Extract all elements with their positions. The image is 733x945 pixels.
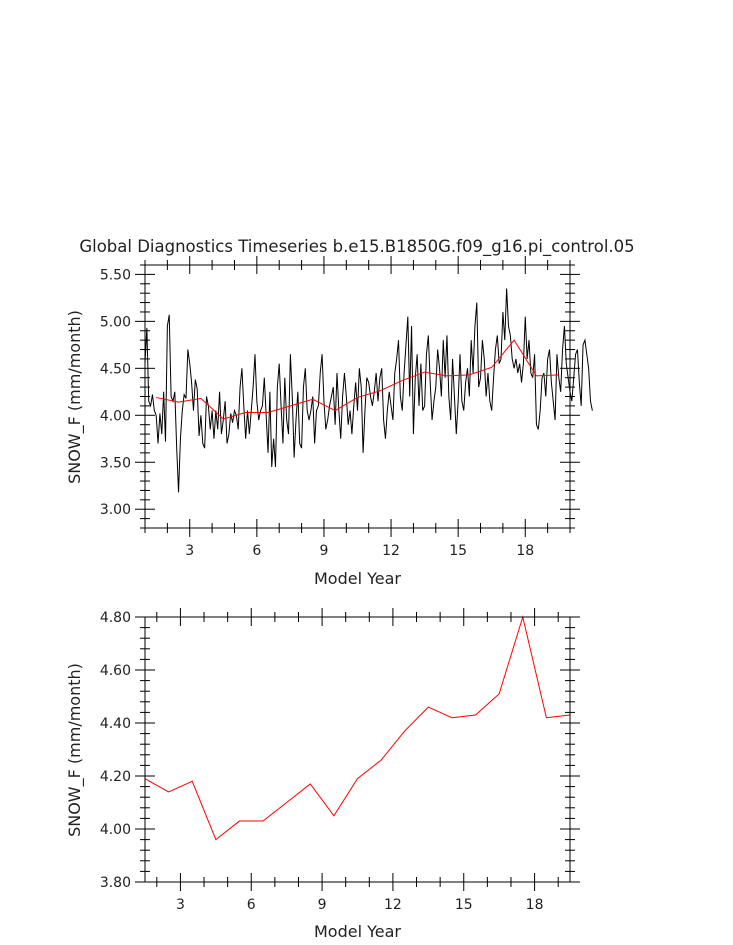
y-axis-label: SNOW_F (mm/month) bbox=[65, 310, 85, 484]
x-tick-label: 15 bbox=[449, 543, 467, 559]
x-tick-label: 18 bbox=[516, 543, 534, 559]
y-tick-label: 3.50 bbox=[100, 455, 131, 471]
y-tick-label: 4.00 bbox=[100, 822, 131, 838]
y-tick-label: 4.40 bbox=[100, 716, 131, 732]
x-tick-label: 12 bbox=[382, 543, 400, 559]
x-tick-label: 12 bbox=[384, 897, 402, 913]
y-tick-label: 4.50 bbox=[100, 361, 131, 377]
x-tick-label: 18 bbox=[526, 897, 544, 913]
x-tick-label: 9 bbox=[318, 897, 327, 913]
y-tick-label: 5.00 bbox=[100, 314, 131, 330]
y-axis-label: SNOW_F (mm/month) bbox=[65, 663, 85, 837]
plot-frame bbox=[144, 616, 571, 883]
y-tick-label: 3.00 bbox=[100, 502, 131, 518]
y-tick-label: 5.50 bbox=[100, 267, 131, 283]
x-tick-label: 15 bbox=[455, 897, 473, 913]
y-tick-label: 3.80 bbox=[100, 875, 131, 891]
y-tick-label: 4.00 bbox=[100, 408, 131, 424]
x-axis-label: Model Year bbox=[314, 569, 401, 588]
y-tick-label: 4.80 bbox=[100, 610, 131, 626]
series-line-annual bbox=[144, 615, 571, 841]
chart-bottom-panel: 3 6 9 12 15 18 3.80 4.00 4.20 4.40 4.60 4.80 Model Y… bbox=[65, 608, 580, 941]
figure-title: Global Diagnostics Timeseries b.e15.B185… bbox=[79, 237, 634, 257]
x-tick-label: 6 bbox=[252, 543, 261, 559]
chart-top-panel: 3 6 9 12 15 18 3.00 3.50 4.00 4.50 5.00 5.50 Model Y… bbox=[65, 256, 593, 588]
x-tick-label: 9 bbox=[319, 543, 328, 559]
x-tick-label: 6 bbox=[247, 897, 256, 913]
x-tick-label: 3 bbox=[176, 897, 185, 913]
y-tick-label: 4.60 bbox=[100, 663, 131, 679]
y-tick-label: 4.20 bbox=[100, 769, 131, 785]
x-tick-label: 3 bbox=[185, 543, 194, 559]
series-line-monthly bbox=[144, 288, 593, 493]
x-axis-label: Model Year bbox=[314, 922, 401, 941]
series-line-annual bbox=[156, 339, 559, 420]
